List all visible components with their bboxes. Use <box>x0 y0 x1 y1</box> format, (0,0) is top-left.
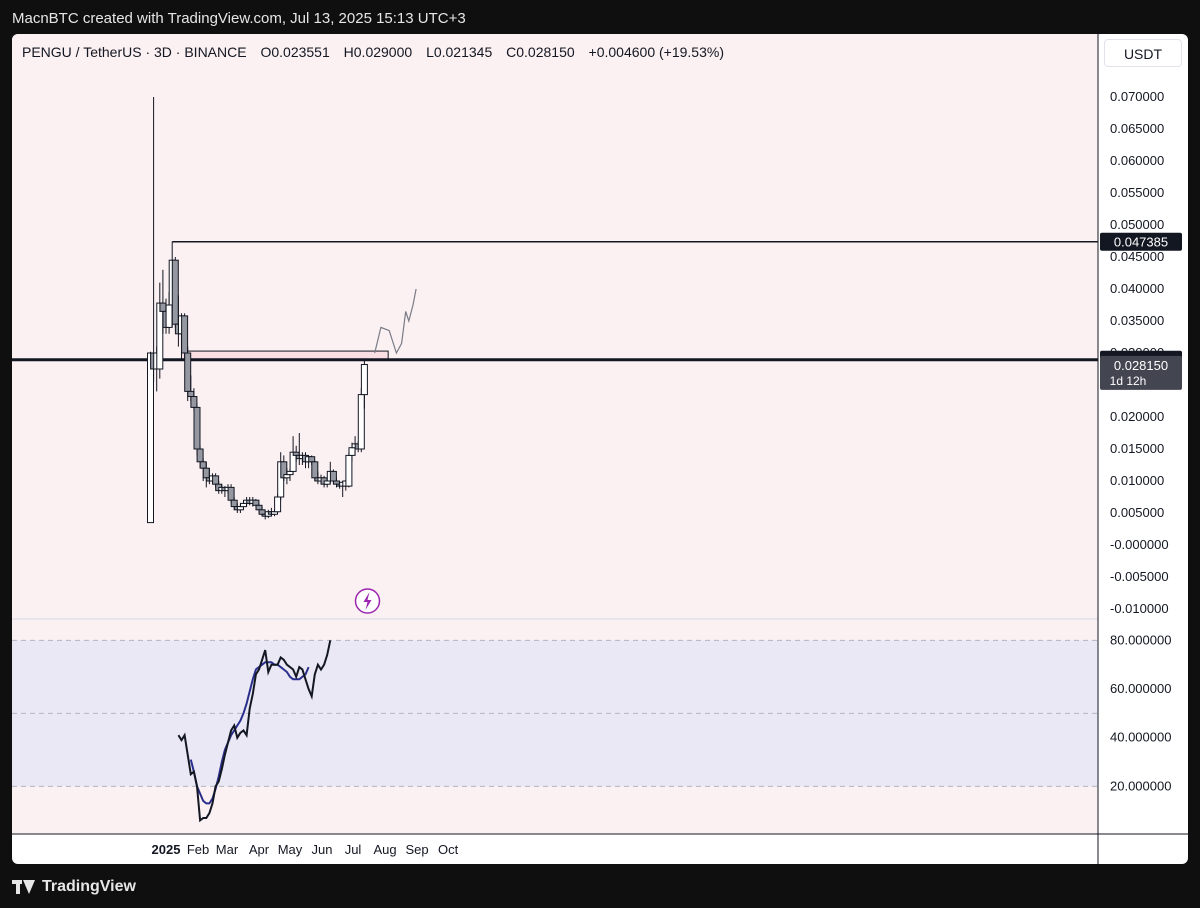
time-axis-label: 2025 <box>152 842 181 857</box>
candle-down[interactable] <box>181 315 189 354</box>
legend-symbol: PENGU / TetherUS · 3D · BINANCE <box>22 44 247 60</box>
time-axis-label: Jun <box>312 842 333 857</box>
legend-low: L0.021345 <box>426 44 493 60</box>
price-tick-label: 0.050000 <box>1110 217 1164 232</box>
price-tick-label: -0.010000 <box>1110 601 1169 616</box>
chart-frame[interactable]: 0.070000 0.065000 0.060000 0.055000 0.050000… <box>12 34 1188 864</box>
time-axis-label: Sep <box>406 842 429 857</box>
level-price-label: 0.047385 <box>1114 235 1168 250</box>
price-tick-label: 0.060000 <box>1110 153 1164 168</box>
price-tick-label: 0.070000 <box>1110 89 1164 104</box>
candle-down[interactable] <box>311 461 319 479</box>
footer-bar: TradingView <box>0 870 1200 908</box>
candle-down[interactable] <box>171 259 179 325</box>
candle-down[interactable] <box>258 509 266 515</box>
legend-change: +0.004600 (+19.53%) <box>588 44 724 60</box>
time-axis-label: Jul <box>345 842 362 857</box>
candle-down[interactable] <box>255 504 263 511</box>
rsi-tick-label: 20.000000 <box>1110 778 1171 793</box>
candle-down[interactable] <box>193 406 201 450</box>
candle-down[interactable] <box>230 499 238 508</box>
current-price-label: 0.028150 <box>1114 358 1168 373</box>
time-axis-label: May <box>278 842 303 857</box>
level-price-tag <box>1100 232 1182 251</box>
candle-down[interactable] <box>184 352 192 392</box>
price-tick-label: 0.035000 <box>1110 313 1164 328</box>
candle-down[interactable] <box>190 396 198 408</box>
price-tick-label: 0.015000 <box>1110 441 1164 456</box>
candle-down[interactable] <box>308 456 316 463</box>
candle-up[interactable] <box>274 496 282 513</box>
price-tick-label: 0.065000 <box>1110 121 1164 136</box>
price-tick-label: 0.055000 <box>1110 185 1164 200</box>
candle-down[interactable] <box>199 461 207 469</box>
candle-down[interactable] <box>227 486 235 501</box>
candle-down[interactable] <box>329 470 337 482</box>
legend-close: C0.028150 <box>506 44 575 60</box>
bar-countdown-label: 1d 12h <box>1110 374 1147 388</box>
price-tick-label: 0.010000 <box>1110 473 1164 488</box>
candle-up[interactable] <box>156 302 164 370</box>
rsi-ma-line <box>189 661 310 805</box>
candle-up[interactable] <box>345 454 353 487</box>
time-axis-label: Aug <box>373 842 396 857</box>
lightning-glyph <box>363 592 372 610</box>
price-chart-svg[interactable]: 0.070000 0.065000 0.060000 0.055000 0.050000… <box>12 34 1188 864</box>
time-axis-label: Apr <box>249 842 270 857</box>
time-axis-label: Mar <box>216 842 239 857</box>
currency-button[interactable]: USDT <box>1104 39 1182 67</box>
price-tick-label: 0.040000 <box>1110 281 1164 296</box>
candle-up[interactable] <box>360 364 368 396</box>
rsi-line <box>177 640 332 823</box>
time-axis-label: Oct <box>438 842 459 857</box>
legend-high: H0.029000 <box>343 44 413 60</box>
candle-up[interactable] <box>165 304 173 328</box>
symbol-legend: PENGU / TetherUS · 3D · BINANCE O0.02355… <box>22 44 734 60</box>
price-tick-label: 0.045000 <box>1110 249 1164 264</box>
candle-down[interactable] <box>187 390 195 398</box>
candle-down[interactable] <box>252 499 260 506</box>
current-price-tag <box>1100 355 1182 390</box>
tradingview-logo-icon <box>12 880 36 894</box>
candle-up[interactable] <box>357 394 365 450</box>
attribution-text: MacnBTC created with TradingView.com, Ju… <box>12 10 466 27</box>
candle-down[interactable] <box>159 302 167 312</box>
price-tick-label: -0.000000 <box>1110 537 1169 552</box>
tradingview-logo[interactable]: TradingView <box>12 878 136 896</box>
rsi-tick-label: 60.000000 <box>1110 681 1171 696</box>
price-tick-label: 0.005000 <box>1110 505 1164 520</box>
projection-path[interactable] <box>374 288 417 355</box>
tradingview-brand-text: TradingView <box>42 878 136 895</box>
attribution-bar: MacnBTC created with TradingView.com, Ju… <box>0 0 1200 36</box>
price-tick-label: 0.020000 <box>1110 409 1164 424</box>
price-tick-label: -0.005000 <box>1110 569 1169 584</box>
legend-open: O0.023551 <box>260 44 330 60</box>
candle-up[interactable] <box>147 352 155 524</box>
candle-up[interactable] <box>348 447 356 456</box>
rsi-tick-label: 40.000000 <box>1110 730 1171 745</box>
candle-down[interactable] <box>202 467 210 479</box>
candle-down[interactable] <box>196 448 204 463</box>
rsi-tick-label: 80.000000 <box>1110 632 1171 647</box>
time-axis-label: Feb <box>187 842 209 857</box>
resistance-zone[interactable] <box>180 350 389 360</box>
candle-down[interactable] <box>212 475 220 485</box>
